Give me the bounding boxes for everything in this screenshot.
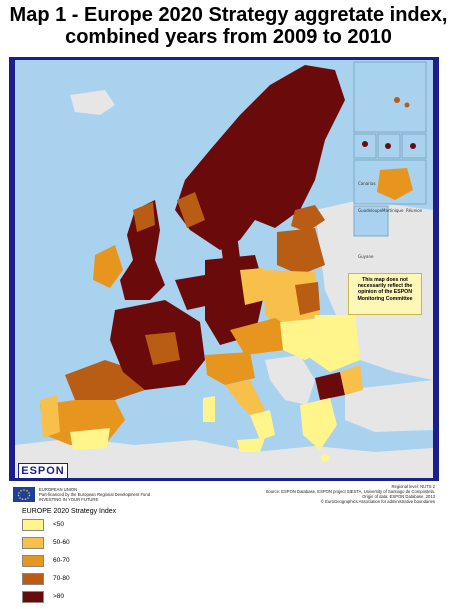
region-uk-north	[133, 202, 155, 232]
iceland	[70, 90, 115, 115]
legend-item: <50	[22, 519, 116, 532]
eu-line-1: EUROPEAN UNION	[39, 487, 78, 492]
non-eu-land-balkans	[265, 355, 315, 405]
legend-swatch	[22, 591, 44, 603]
inset-label-martinique: Martinique	[382, 208, 404, 213]
europe-map	[15, 60, 433, 478]
source-line-2: Source: ESPON Database, ESPON project SI…	[265, 489, 435, 494]
region-italy-north	[205, 352, 255, 385]
eu-funding-text: EUROPEAN UNION Part-financed by the Euro…	[39, 487, 150, 502]
non-eu-land-turkey	[345, 380, 433, 432]
inset-label-reunion: Réunion	[406, 208, 423, 213]
eu-line-3: INVESTING IN YOUR FUTURE	[39, 497, 99, 502]
inset-labels: Canarias Guadeloupe Martinique Réunion G…	[357, 119, 429, 291]
source-text: Regional level: NUTS 2 Source: ESPON Dat…	[225, 484, 435, 504]
inset-panels	[353, 61, 427, 237]
region-baltics	[277, 228, 325, 275]
region-sicily	[237, 438, 265, 452]
legend-label: <50	[53, 521, 65, 528]
source-line-4: © EuroGeographics Association for admini…	[320, 499, 435, 504]
legend-label: 50-60	[53, 539, 70, 546]
region-italy-central	[225, 380, 265, 420]
region-greece	[300, 398, 337, 450]
region-sardinia	[203, 396, 215, 422]
region-norway-west	[177, 192, 205, 228]
legend-swatch	[22, 537, 44, 549]
region-crete	[321, 454, 329, 462]
footer: EUROPEAN UNION Part-financed by the Euro…	[9, 484, 439, 506]
region-france-centre	[145, 332, 180, 365]
legend-swatch	[22, 519, 44, 531]
region-germany-east	[240, 268, 265, 305]
region-czech-austria	[230, 318, 295, 355]
eu-line-2: Part-financed by the European Regional D…	[39, 492, 151, 497]
map-title-line-2: combined years from 2009 to 2010	[65, 26, 392, 48]
inset-label-guyane: Guyane	[358, 254, 374, 259]
legend-swatch	[22, 573, 44, 585]
map-frame: Canarias Guadeloupe Martinique Réunion G…	[9, 57, 439, 481]
region-ireland	[93, 245, 123, 288]
map-title: Map 1 - Europe 2020 Strategy aggretate i…	[0, 4, 457, 48]
region-poland-east	[295, 282, 320, 315]
legend-label: 60-70	[53, 557, 70, 564]
region-spain-south	[70, 428, 110, 450]
inset-label-canarias: Canarias	[358, 181, 376, 186]
map-title-line-1: Map 1 - Europe 2020 Strategy aggretate i…	[9, 4, 448, 26]
region-scandinavia	[175, 65, 345, 250]
legend-label: >80	[53, 593, 65, 600]
legend-item: 70-80	[22, 573, 116, 586]
espon-logo: ESPON	[18, 463, 68, 479]
region-bulgaria	[315, 372, 345, 400]
legend-swatch	[22, 555, 44, 567]
source-line-3: Origin of data: ESPON Database, 2013	[362, 494, 435, 499]
region-denmark	[220, 235, 240, 260]
source-line-1: Regional level: NUTS 2	[391, 484, 435, 489]
legend-label: 70-80	[53, 575, 70, 582]
region-bulgaria-east	[340, 365, 363, 395]
region-portugal	[40, 395, 60, 438]
disclaimer-box: This map does not necessarily reflect th…	[348, 273, 422, 315]
inset-label-guadeloupe: Guadeloupe	[358, 208, 383, 213]
eu-flag-icon	[13, 487, 35, 502]
legend-item: >80	[22, 591, 116, 604]
legend-title: EUROPE 2020 Strategy Index	[22, 508, 117, 515]
non-eu-land-north-africa	[15, 438, 433, 478]
region-romania	[310, 315, 360, 372]
legend-item: 60-70	[22, 555, 116, 568]
region-finland-south	[291, 205, 325, 232]
legend: EUROPE 2020 Strategy Index <50 50-60 60-…	[22, 508, 116, 609]
region-benelux	[175, 275, 210, 310]
region-italy-south	[250, 410, 275, 440]
legend-item: 50-60	[22, 537, 116, 550]
